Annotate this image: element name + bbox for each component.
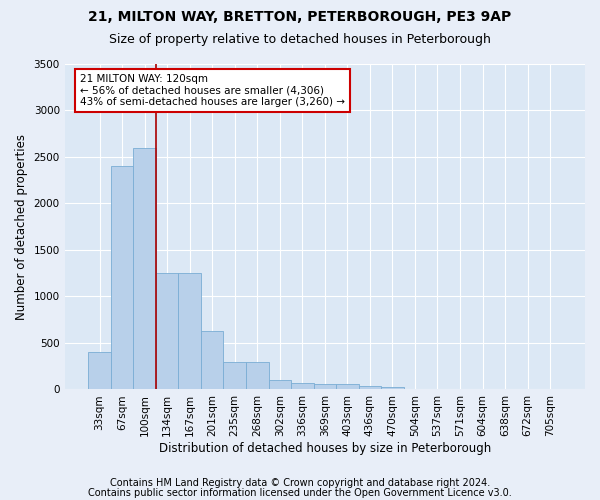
Text: 21 MILTON WAY: 120sqm
← 56% of detached houses are smaller (4,306)
43% of semi-d: 21 MILTON WAY: 120sqm ← 56% of detached … <box>80 74 345 107</box>
Bar <box>133 148 156 390</box>
Bar <box>156 273 178 390</box>
X-axis label: Distribution of detached houses by size in Peterborough: Distribution of detached houses by size … <box>159 442 491 455</box>
Bar <box>269 380 291 390</box>
Bar <box>336 384 359 390</box>
Y-axis label: Number of detached properties: Number of detached properties <box>15 134 28 320</box>
Bar <box>381 386 404 390</box>
Text: 21, MILTON WAY, BRETTON, PETERBOROUGH, PE3 9AP: 21, MILTON WAY, BRETTON, PETERBOROUGH, P… <box>88 10 512 24</box>
Bar <box>223 362 246 390</box>
Bar <box>201 331 223 390</box>
Text: Contains HM Land Registry data © Crown copyright and database right 2024.: Contains HM Land Registry data © Crown c… <box>110 478 490 488</box>
Bar <box>314 384 336 390</box>
Bar <box>178 273 201 390</box>
Bar <box>359 386 381 390</box>
Bar <box>246 362 269 390</box>
Bar <box>111 166 133 390</box>
Bar <box>291 384 314 390</box>
Bar <box>88 352 111 390</box>
Text: Contains public sector information licensed under the Open Government Licence v3: Contains public sector information licen… <box>88 488 512 498</box>
Text: Size of property relative to detached houses in Peterborough: Size of property relative to detached ho… <box>109 32 491 46</box>
